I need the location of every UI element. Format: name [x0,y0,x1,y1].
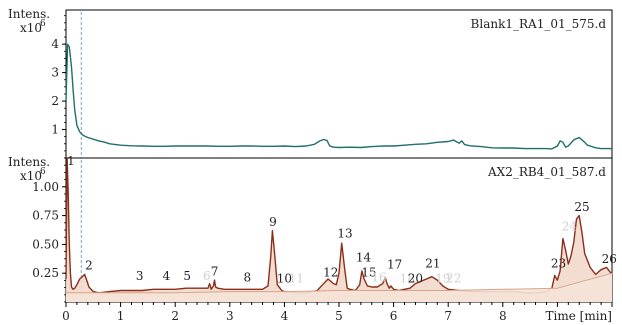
plot-frame [65,9,613,159]
x-tick-label: 4 [281,309,289,323]
peak-label: 11 [289,271,304,285]
peak-label: 17 [387,258,402,272]
peak-label: 15 [361,266,376,280]
y-scale-exponent: 6 [40,167,46,177]
x-axis-label: Time [min] [546,309,612,323]
y-tick-label: 0.25 [32,266,59,280]
peak-label: 20 [408,271,423,285]
peak-label: 24 [562,220,578,234]
peak-label: 21 [425,256,440,270]
x-tick-label: 8 [499,309,507,323]
peak-label: 23 [551,256,566,270]
x-tick-label: 3 [226,309,234,323]
peak-label: 3 [136,269,144,283]
peak-label: 8 [243,270,251,284]
x-tick-label: 2 [171,309,179,323]
series-line-1 [66,272,613,294]
peak-label: 7 [211,265,219,279]
y-tick-label: 4 [51,37,59,51]
y-scale-label: x10 [20,21,42,35]
y-tick-label: 2 [51,94,59,108]
peak-label: 14 [356,251,372,265]
y-tick-label: 3 [51,66,59,80]
panel-title: AX2_RB4_01_587.d [487,165,606,179]
peak-label: 16 [371,270,386,284]
series-area-1 [66,273,612,302]
peak-label: 22 [446,271,461,285]
x-tick-label: 5 [335,309,343,323]
x-tick-label: 1 [117,309,125,323]
peak-label: 12 [323,266,338,280]
peak-label: 1 [67,154,75,168]
peak-label: 13 [337,226,352,240]
y-scale-exponent: 6 [40,19,46,29]
x-tick-label: 7 [444,309,452,323]
y-tick-label: 1.00 [32,180,59,194]
y-scale-label: x10 [20,169,42,183]
peak-label: 10 [277,271,292,285]
peak-label: 25 [574,200,589,214]
x-tick-label: 6 [390,309,398,323]
y-tick-label: 0.50 [32,237,59,251]
peak-label: 9 [269,215,277,229]
y-tick-label: 0.75 [32,209,59,223]
peak-label: 19 [435,271,450,285]
peak-label: 5 [183,269,191,283]
peak-label: 18 [400,271,415,285]
peak-label: 4 [163,269,171,283]
panel-title: Blank1_RA1_01_575.d [471,17,607,31]
series-line-0 [65,43,612,150]
y-tick-label: 1 [51,123,59,137]
y-axis-label: Intens. [8,155,50,169]
peak-label: 6 [203,269,211,283]
peak-label: 26 [602,252,617,266]
y-axis-label: Intens. [8,7,50,21]
peak-label: 2 [85,259,93,273]
time-x-axis: 0 1 2 3 4 5 6 7 8 Time [min] [62,302,613,323]
x-tick-label: 0 [62,309,70,323]
